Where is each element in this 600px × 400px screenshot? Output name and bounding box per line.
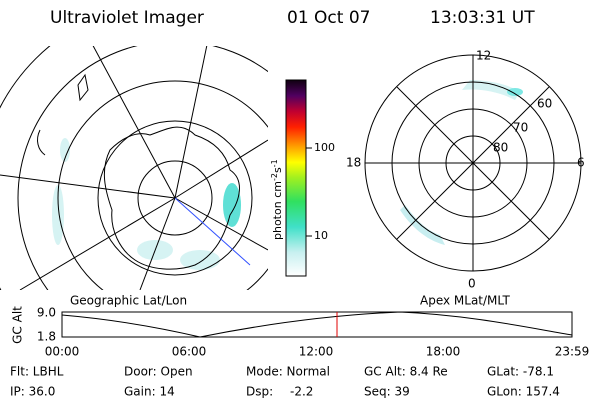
color-bar (285, 79, 307, 277)
info-item: Flt: LBHL (10, 365, 64, 379)
time: 13:03:31 UT (430, 8, 535, 28)
orbit-curve (61, 311, 573, 338)
orbit-axis-label: GC Alt (11, 306, 25, 344)
mlt-label: 12 (476, 49, 491, 63)
info: Flt: LBHL Door: Open Mode: Normal GC Alt: 8… (10, 365, 560, 399)
info-item: GLon: 157.4 (487, 385, 560, 399)
polar-plot: 12 18 6 0 60 70 80 (346, 49, 585, 291)
title: Ultraviolet Imager (50, 8, 204, 28)
info-item: Door: Open (124, 365, 193, 379)
cb-label-exp: -1 (270, 159, 279, 167)
orbit-title: Apex MLat/MLT (420, 294, 510, 308)
orbit-box (61, 311, 573, 338)
orbit-y-label: 1.8 (37, 330, 56, 344)
time-label: 06:00 (172, 345, 207, 359)
info-item: Gain: 14 (124, 385, 175, 399)
cb-label-base: photon cm (271, 181, 284, 240)
info-item: Seq: 39 (364, 385, 410, 399)
mlat-label: 60 (537, 97, 552, 111)
date: 01 Oct 07 (287, 8, 370, 28)
orbit-y-label: 9.0 (37, 306, 56, 320)
time-label: 12:00 (299, 345, 334, 359)
geo-map (0, 46, 268, 290)
dsp-value: -2.2 (290, 385, 313, 399)
info-item: GLat: -78.1 (487, 365, 554, 379)
info-item: IP: 36.0 (10, 385, 55, 399)
info-item: Mode: Normal (246, 365, 330, 379)
cb-label: photon cm-2s-1 (270, 159, 285, 240)
cb-label-exp: -2 (270, 173, 279, 181)
mlt-label: 18 (346, 156, 361, 170)
cb-label-unit: s (271, 167, 284, 173)
mlt-label: 6 (577, 156, 585, 170)
cb-tick-label: 10 (314, 229, 328, 242)
mlat-label: 80 (493, 141, 508, 155)
time-label: 18:00 (426, 345, 461, 359)
orbit-title: Geographic Lat/Lon (70, 294, 187, 308)
info-item: Dsp: (246, 385, 273, 399)
info-item: GC Alt: 8.4 Re (364, 365, 448, 379)
mlt-label: 0 (468, 277, 476, 291)
time-label: 23:59 (555, 345, 590, 359)
cb-tick-label: 100 (314, 141, 335, 154)
time-label: 00:00 (45, 345, 80, 359)
mlat-label: 70 (513, 121, 528, 135)
